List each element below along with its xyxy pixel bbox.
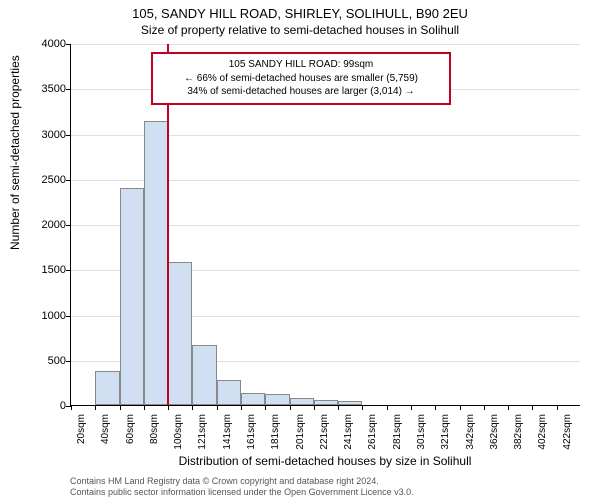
xtick-label: 100sqm [173,414,184,454]
xtick-mark [362,405,363,410]
xtick-mark [484,405,485,410]
ytick-label: 1000 [42,310,66,322]
xtick-label: 221sqm [319,414,330,454]
xtick-mark [95,405,96,410]
xtick-mark [508,405,509,410]
xtick-label: 261sqm [367,414,378,454]
xtick-mark [460,405,461,410]
xtick-label: 422sqm [562,414,573,454]
xtick-label: 382sqm [513,414,524,454]
xtick-mark [241,405,242,410]
xtick-label: 201sqm [295,414,306,454]
footer-attribution: Contains HM Land Registry data © Crown c… [70,476,580,498]
xtick-label: 40sqm [100,414,111,454]
xtick-mark [168,405,169,410]
xtick-mark [265,405,266,410]
xtick-label: 301sqm [416,414,427,454]
ytick-mark [66,135,71,136]
histogram-bar [144,121,168,405]
histogram-bar [241,393,265,405]
xtick-mark [120,405,121,410]
xtick-label: 141sqm [222,414,233,454]
ytick-mark [66,316,71,317]
xtick-mark [338,405,339,410]
ytick-label: 3500 [42,83,66,95]
x-axis-label: Distribution of semi-detached houses by … [70,454,580,468]
xtick-label: 121sqm [197,414,208,454]
annotation-line: 34% of semi-detached houses are larger (… [161,85,441,99]
histogram-bar [168,262,192,405]
xtick-label: 181sqm [270,414,281,454]
histogram-bar [95,371,119,405]
ytick-mark [66,361,71,362]
histogram-bar [192,345,216,405]
xtick-mark [144,405,145,410]
chart-title-line1: 105, SANDY HILL ROAD, SHIRLEY, SOLIHULL,… [0,6,600,21]
ytick-mark [66,89,71,90]
gridline [71,44,580,45]
ytick-label: 2000 [42,219,66,231]
annotation-line: ← 66% of semi-detached houses are smalle… [161,72,441,86]
histogram-bar [265,394,289,405]
xtick-mark [71,405,72,410]
xtick-mark [192,405,193,410]
ytick-mark [66,180,71,181]
ytick-label: 500 [48,355,66,367]
histogram-bar [338,401,362,405]
footer-line1: Contains HM Land Registry data © Crown c… [70,476,580,487]
xtick-label: 402sqm [537,414,548,454]
xtick-label: 281sqm [392,414,403,454]
xtick-mark [435,405,436,410]
xtick-mark [387,405,388,410]
xtick-label: 80sqm [149,414,160,454]
xtick-label: 321sqm [440,414,451,454]
ytick-label: 0 [60,400,66,412]
histogram-bar [120,188,144,405]
xtick-label: 342sqm [465,414,476,454]
plot-area: 105 SANDY HILL ROAD: 99sqm← 66% of semi-… [70,44,580,406]
ytick-label: 1500 [42,264,66,276]
ytick-mark [66,225,71,226]
xtick-mark [217,405,218,410]
histogram-bar [314,400,338,405]
annotation-box: 105 SANDY HILL ROAD: 99sqm← 66% of semi-… [151,52,451,105]
y-axis-label: Number of semi-detached properties [8,55,22,250]
xtick-label: 60sqm [125,414,136,454]
histogram-bar [217,380,241,405]
xtick-mark [411,405,412,410]
histogram-bar [290,398,314,405]
ytick-mark [66,44,71,45]
xtick-label: 241sqm [343,414,354,454]
chart-container: 105, SANDY HILL ROAD, SHIRLEY, SOLIHULL,… [0,0,600,500]
ytick-label: 3000 [42,129,66,141]
xtick-mark [532,405,533,410]
ytick-label: 2500 [42,174,66,186]
xtick-mark [290,405,291,410]
xtick-mark [314,405,315,410]
ytick-mark [66,270,71,271]
annotation-line: 105 SANDY HILL ROAD: 99sqm [161,58,441,72]
xtick-label: 20sqm [76,414,87,454]
xtick-mark [557,405,558,410]
chart-title-line2: Size of property relative to semi-detach… [0,23,600,37]
xtick-label: 161sqm [246,414,257,454]
ytick-label: 4000 [42,38,66,50]
footer-line2: Contains public sector information licen… [70,487,580,498]
xtick-label: 362sqm [489,414,500,454]
